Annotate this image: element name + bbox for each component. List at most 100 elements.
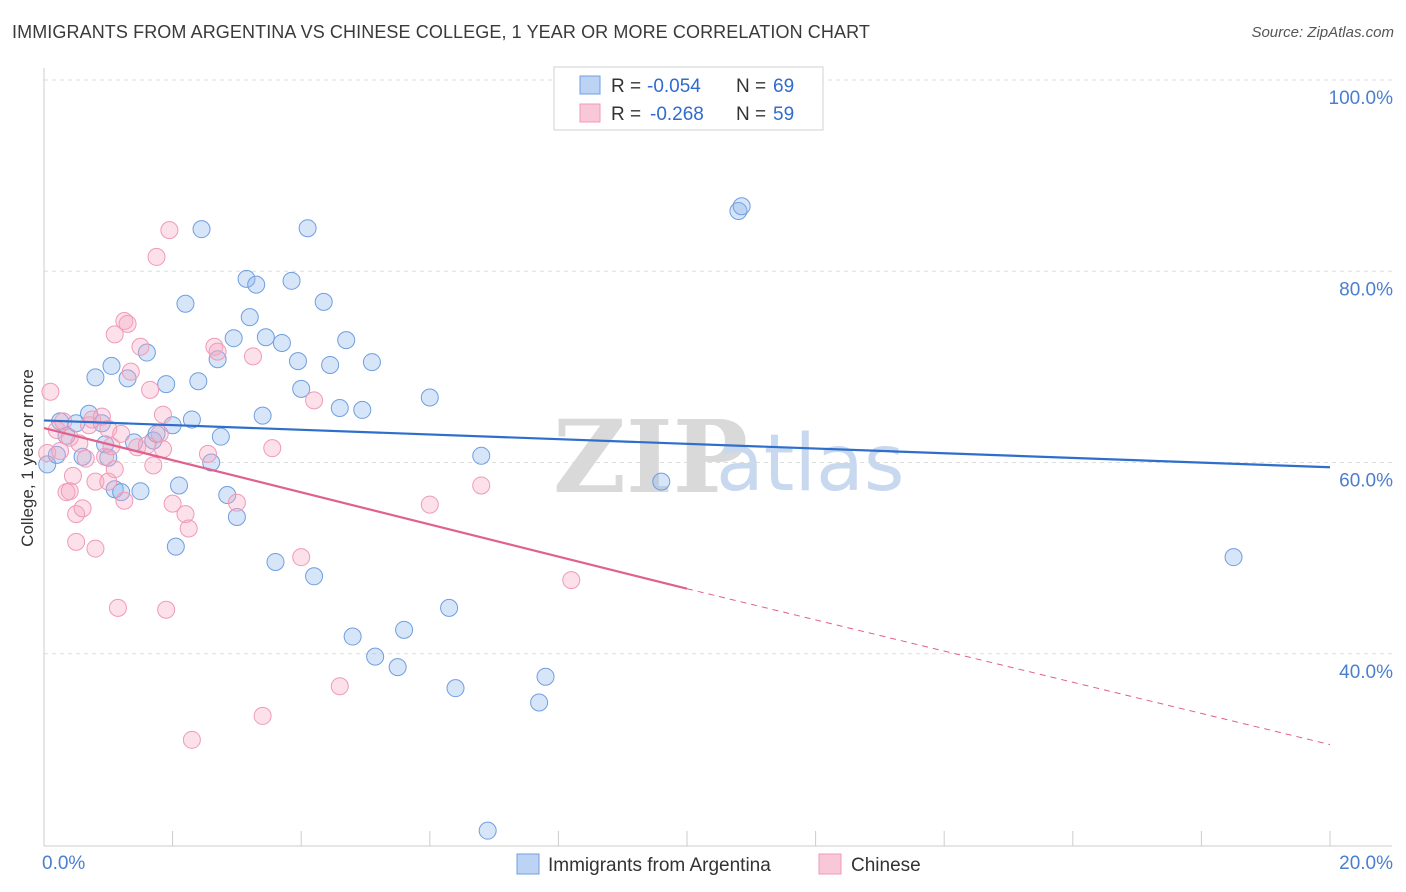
argentina-point-36 — [247, 275, 266, 294]
argentina-point-55 — [395, 620, 414, 639]
chinese-point-26 — [115, 491, 134, 510]
chinese-point-18 — [96, 447, 115, 466]
chinese-point-37 — [153, 440, 172, 459]
argentina-point-42 — [288, 352, 307, 371]
legend-swatch-argentina — [579, 75, 601, 95]
chinese-point-27 — [115, 311, 134, 330]
chinese-point-33 — [141, 380, 160, 399]
argentina-point-45 — [305, 567, 324, 586]
chinese-point-9 — [67, 532, 86, 551]
chinese-point-40 — [160, 221, 179, 240]
argentina-point-38 — [256, 328, 275, 347]
argentina-point-5 — [73, 447, 92, 466]
source-label: Source: ZipAtlas.com — [1251, 24, 1394, 41]
chinese-point-53 — [305, 391, 324, 410]
chinese-point-51 — [263, 439, 282, 458]
argentina-trend-line — [43, 419, 1331, 469]
tick-labels: 40.0% 60.0% 80.0% 100.0% 0.0% 20.0% — [42, 88, 1393, 874]
legend-r-value-chinese: -0.268 — [650, 104, 704, 125]
watermark-atlas: atlas — [716, 419, 905, 509]
argentina-point-56 — [420, 388, 439, 407]
watermark-zip: ZIP — [553, 398, 748, 516]
bottom-legend-swatch-chinese — [818, 853, 842, 875]
argentina-point-33 — [227, 508, 246, 527]
argentina-point-46 — [314, 292, 333, 311]
chinese-point-46 — [205, 337, 224, 356]
argentina-point-22 — [166, 537, 185, 556]
argentina-point-23 — [170, 476, 189, 495]
argentina-point-51 — [353, 400, 372, 419]
trend-lines — [43, 419, 1331, 746]
argentina-point-48 — [330, 398, 349, 417]
y-tick-label-80: 80.0% — [1339, 279, 1393, 300]
chinese-point-55 — [420, 495, 439, 514]
argentina-point-7 — [86, 368, 105, 387]
chinese-point-11 — [73, 499, 92, 518]
argentina-point-27 — [192, 220, 211, 239]
argentina-point-60 — [478, 821, 497, 840]
argentina-point-11 — [102, 356, 121, 375]
chinese-point-34 — [144, 456, 163, 475]
argentina-point-62 — [536, 667, 555, 686]
chinese-point-1 — [41, 382, 60, 401]
legend-r-value-argentina: -0.054 — [647, 76, 701, 97]
bottom-legend-label-argentina: Immigrants from Argentina — [548, 855, 771, 876]
chinese-point-56 — [472, 476, 491, 495]
argentina-point-44 — [298, 219, 317, 238]
argentina-point-68 — [1224, 548, 1243, 567]
chinese-point-12 — [76, 449, 95, 468]
argentina-point-24 — [176, 294, 195, 313]
chinese-point-16 — [86, 539, 105, 558]
chinese-point-24 — [108, 598, 127, 617]
chinese-point-41 — [163, 494, 182, 513]
chinese-point-7 — [63, 466, 82, 485]
legend-r-label-chinese: R = — [611, 104, 641, 125]
x-tick-label-max: 20.0% — [1339, 853, 1393, 874]
argentina-point-35 — [240, 308, 259, 327]
chinese-point-23 — [105, 325, 124, 344]
argentina-point-53 — [366, 647, 385, 666]
argentina-point-34 — [237, 269, 256, 288]
argentina-point-59 — [472, 446, 491, 465]
y-tick-label-40: 40.0% — [1339, 662, 1393, 683]
chinese-point-47 — [208, 342, 227, 361]
chinese-point-54 — [330, 677, 349, 696]
chinese-point-31 — [131, 337, 150, 356]
chinese-point-38 — [153, 405, 172, 424]
chinese-point-42 — [176, 505, 195, 524]
chinese-point-10 — [70, 434, 89, 453]
argentina-point-25 — [182, 410, 201, 429]
argentina-point-57 — [440, 598, 459, 617]
y-axis-label: College, 1 year or more — [18, 369, 37, 547]
chinese-point-3 — [51, 442, 70, 461]
chinese-point-43 — [179, 519, 198, 538]
gridlines — [44, 79, 1392, 655]
argentina-point-58 — [446, 679, 465, 698]
chinese-point-50 — [253, 706, 272, 725]
chinese-point-25 — [112, 424, 131, 443]
argentina-point-37 — [253, 406, 272, 425]
chinese-point-35 — [147, 247, 166, 266]
argentina-point-30 — [211, 427, 230, 446]
legend-n-label-chinese: N = — [736, 104, 766, 125]
y-tick-label-60: 60.0% — [1339, 471, 1393, 492]
chinese-point-29 — [121, 362, 140, 381]
chinese-point-39 — [157, 600, 176, 619]
argentina-point-16 — [131, 482, 150, 501]
chinese-point-57 — [562, 571, 581, 590]
argentina-point-66 — [729, 202, 748, 221]
chinese-point-58 — [60, 482, 79, 501]
chinese-trend-extension — [686, 588, 1331, 746]
chinese-trend-line — [43, 427, 688, 590]
argentina-point-20 — [157, 375, 176, 394]
bottom-legend-label-chinese: Chinese — [851, 855, 921, 876]
bottom-legend: Immigrants from Argentina Chinese — [516, 853, 921, 876]
legend-n-label-argentina: N = — [736, 76, 766, 97]
argentina-point-67 — [732, 197, 751, 216]
chinese-point-36 — [150, 424, 169, 443]
chinese-point-52 — [292, 548, 311, 567]
chinese-point-15 — [86, 472, 105, 491]
argentina-point-40 — [272, 333, 291, 352]
y-tick-label-100: 100.0% — [1329, 88, 1394, 109]
